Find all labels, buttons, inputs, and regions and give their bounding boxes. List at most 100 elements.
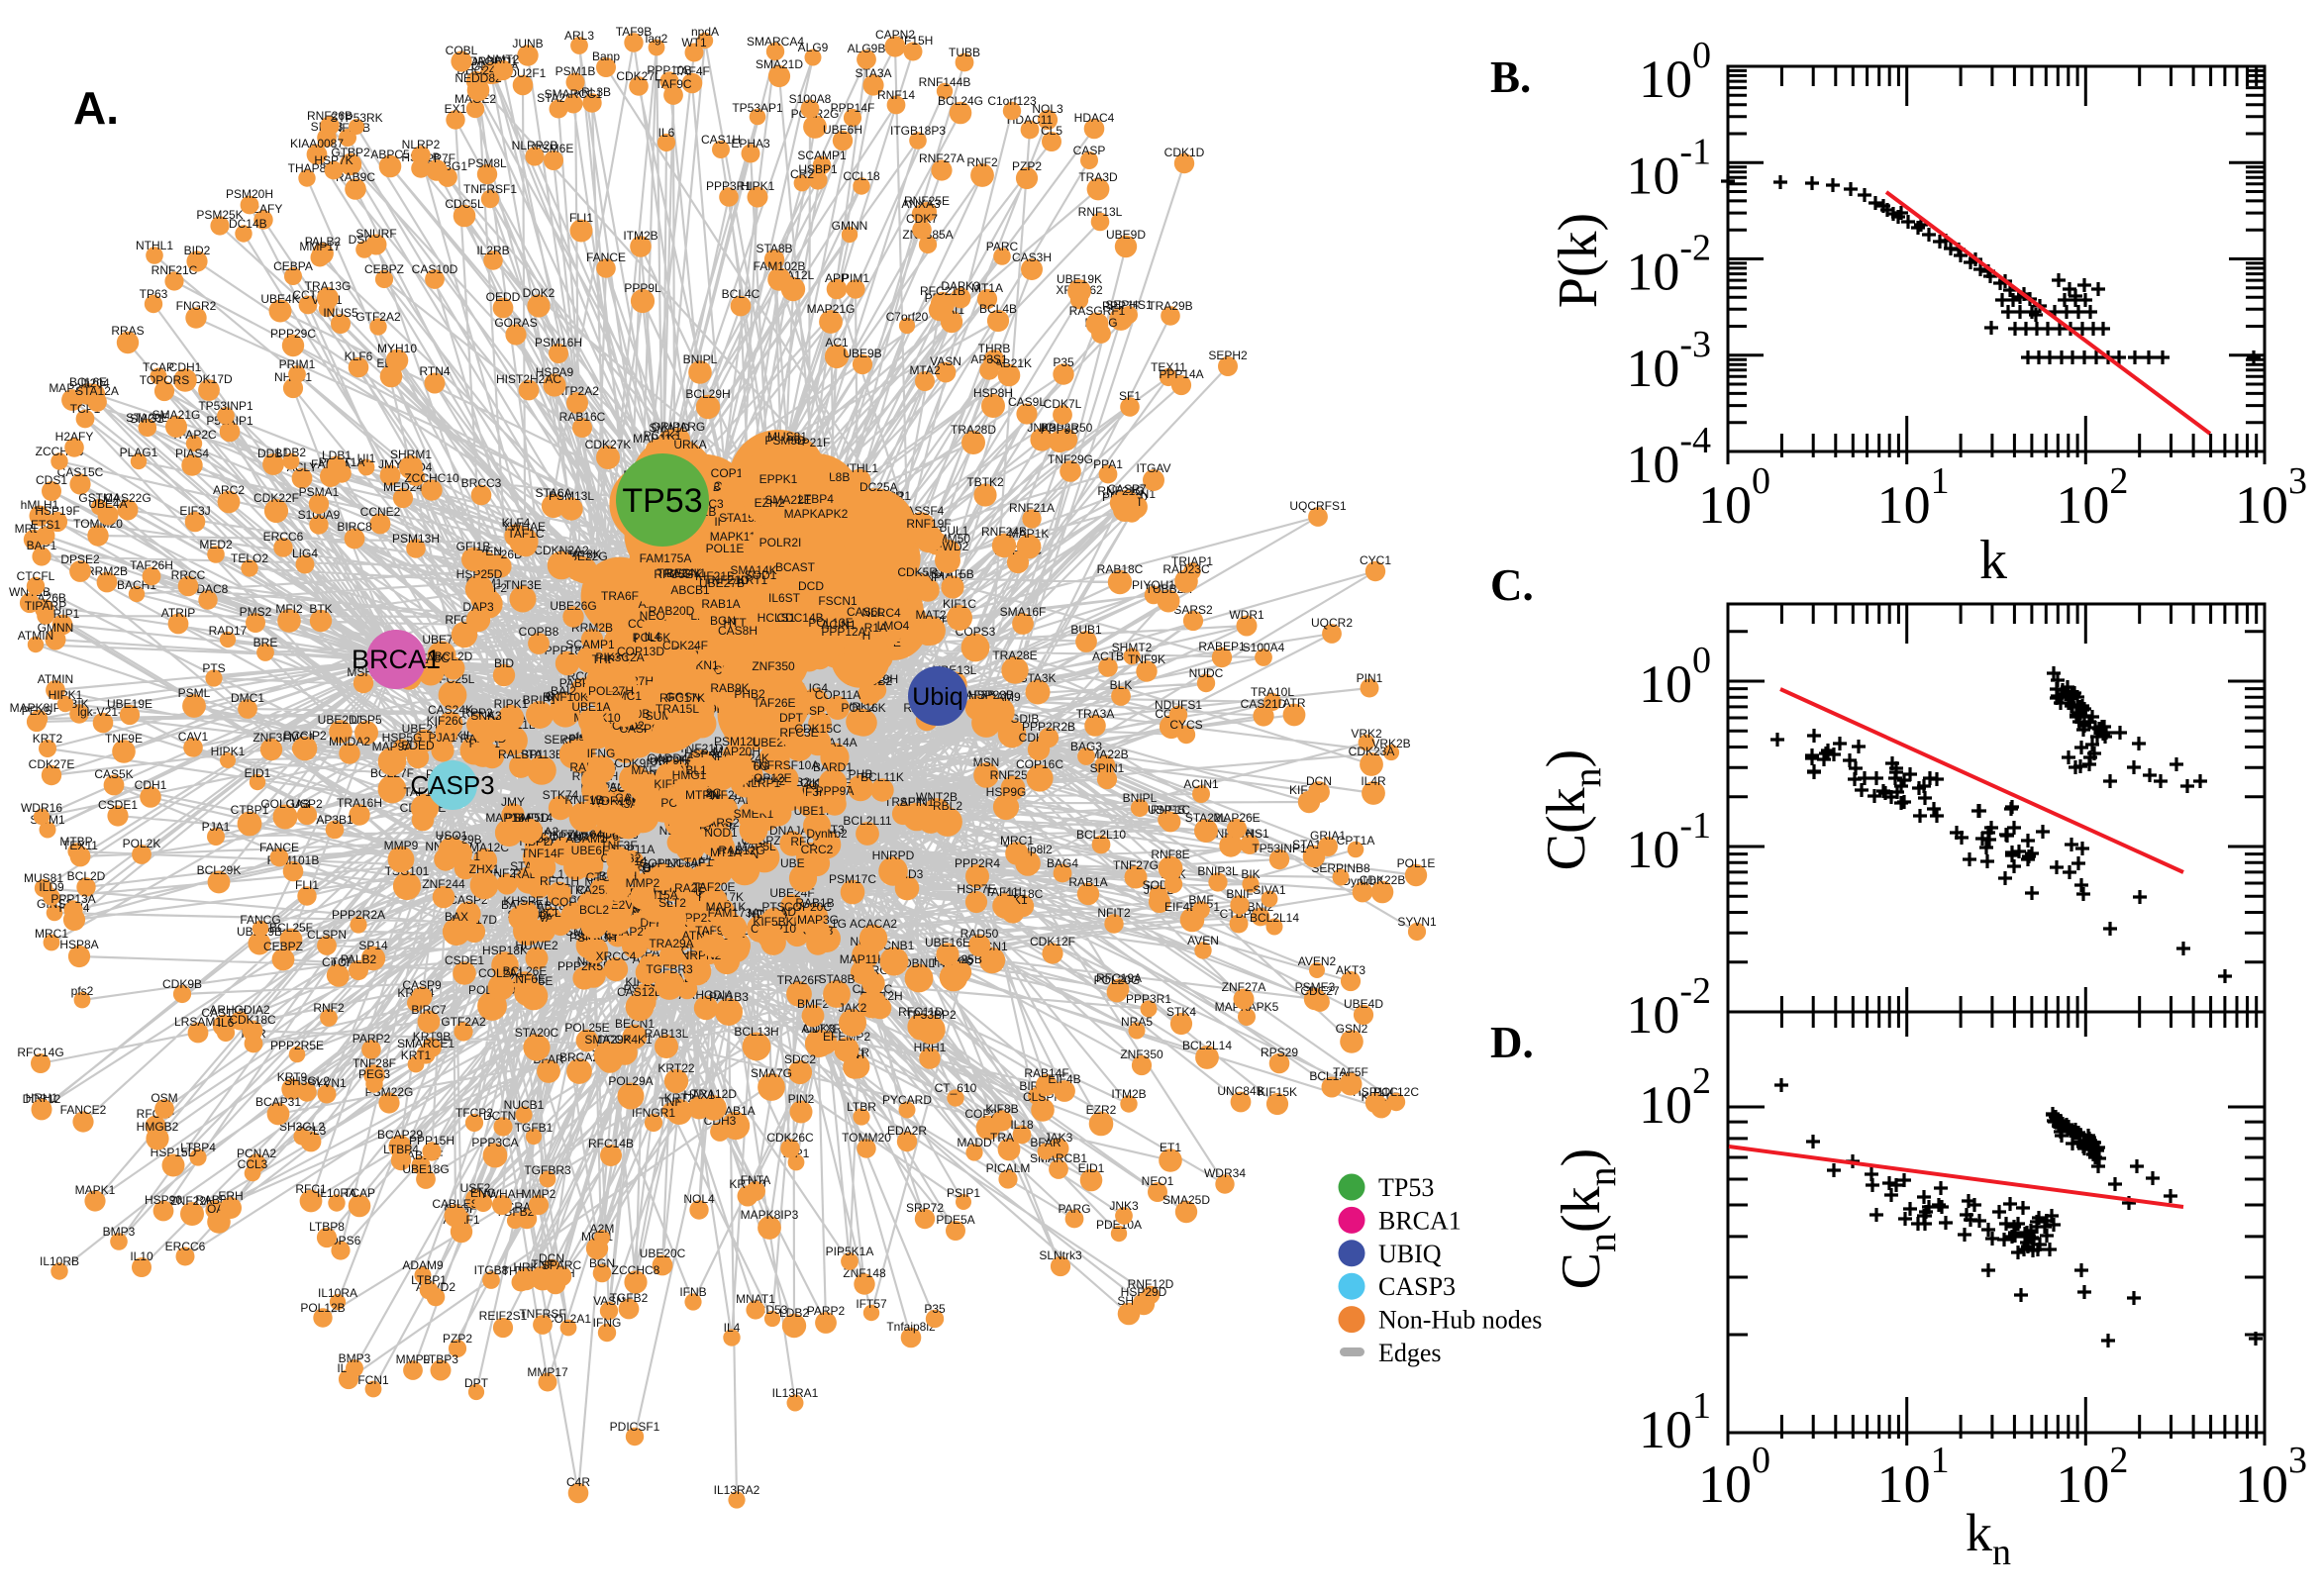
svg-text:TNF3E: TNF3E bbox=[504, 578, 542, 592]
svg-text:TOMM20: TOMM20 bbox=[842, 1131, 891, 1145]
svg-text:IFNB: IFNB bbox=[679, 1285, 706, 1299]
svg-text:RNF2: RNF2 bbox=[313, 1001, 345, 1015]
svg-text:BCL4C: BCL4C bbox=[722, 287, 760, 301]
svg-text:BIK: BIK bbox=[1241, 867, 1260, 881]
svg-text:CAS8H: CAS8H bbox=[718, 624, 758, 638]
svg-text:TP63: TP63 bbox=[140, 287, 168, 301]
svg-text:ATP2A2: ATP2A2 bbox=[556, 384, 599, 398]
svg-text:COPB8: COPB8 bbox=[519, 625, 559, 639]
svg-text:CDK24F: CDK24F bbox=[662, 639, 708, 652]
svg-text:ARL3B: ARL3B bbox=[573, 85, 611, 99]
svg-text:BLK: BLK bbox=[1110, 678, 1133, 692]
svg-text:CSDE1: CSDE1 bbox=[445, 953, 484, 967]
svg-text:USF2: USF2 bbox=[460, 1181, 491, 1195]
svg-text:P35: P35 bbox=[924, 1302, 946, 1316]
svg-text:CPT1A: CPT1A bbox=[1337, 834, 1375, 848]
svg-text:CDS1: CDS1 bbox=[36, 473, 67, 487]
svg-text:NLRP1: NLRP1 bbox=[743, 776, 781, 790]
svg-text:PPP9L: PPP9L bbox=[624, 281, 661, 295]
svg-text:PCTK1: PCTK1 bbox=[644, 429, 682, 443]
svg-text:AP3B1: AP3B1 bbox=[316, 813, 354, 827]
svg-text:LTBP4: LTBP4 bbox=[180, 1141, 216, 1154]
svg-text:RFC19A: RFC19A bbox=[1096, 971, 1142, 985]
svg-text:IL4: IL4 bbox=[724, 1321, 741, 1335]
svg-text:AKT3: AKT3 bbox=[1336, 963, 1365, 977]
svg-text:BRIP1: BRIP1 bbox=[523, 693, 557, 707]
svg-text:CAS12B: CAS12B bbox=[617, 985, 662, 999]
svg-text:BNIP3L: BNIP3L bbox=[1197, 864, 1239, 878]
svg-text:RPP2: RPP2 bbox=[461, 706, 493, 720]
svg-text:RNF27A: RNF27A bbox=[919, 151, 964, 165]
svg-text:HDAC4: HDAC4 bbox=[1074, 111, 1115, 125]
svg-text:SRP72: SRP72 bbox=[906, 1201, 944, 1215]
svg-text:TRA10L: TRA10L bbox=[1251, 685, 1294, 699]
svg-text:FANCE: FANCE bbox=[259, 841, 299, 854]
svg-text:ZCCHC8: ZCCHC8 bbox=[612, 1263, 660, 1277]
svg-text:USP15: USP15 bbox=[1148, 803, 1185, 817]
svg-text:P35: P35 bbox=[1053, 355, 1074, 369]
svg-text:ATR: ATR bbox=[1282, 696, 1305, 710]
svg-text:PPP10B: PPP10B bbox=[647, 63, 691, 77]
svg-text:BCL2D: BCL2D bbox=[435, 649, 473, 663]
svg-text:IL10RA: IL10RA bbox=[318, 1286, 357, 1300]
svg-text:JUNB: JUNB bbox=[512, 37, 543, 50]
svg-text:UBE4K: UBE4K bbox=[260, 292, 299, 306]
svg-text:PARC: PARC bbox=[986, 240, 1019, 253]
svg-text:TRA3D: TRA3D bbox=[1078, 170, 1118, 184]
svg-text:PDE5A: PDE5A bbox=[936, 1213, 974, 1227]
svg-text:HSP7K: HSP7K bbox=[314, 153, 353, 167]
svg-text:ABPC5: ABPC5 bbox=[370, 148, 410, 161]
svg-text:BRCA1: BRCA1 bbox=[1378, 1206, 1462, 1235]
svg-text:STK74: STK74 bbox=[543, 788, 579, 802]
svg-text:BNIPL: BNIPL bbox=[1123, 791, 1158, 805]
svg-text:BAI2: BAI2 bbox=[551, 684, 576, 698]
svg-text:EDA2R: EDA2R bbox=[887, 1124, 927, 1138]
svg-text:TAF4F: TAF4F bbox=[674, 64, 710, 78]
svg-text:COP16C: COP16C bbox=[1016, 757, 1063, 771]
svg-text:TRA6F: TRA6F bbox=[601, 589, 639, 603]
svg-text:PPP3R1: PPP3R1 bbox=[1126, 992, 1171, 1006]
svg-text:CDC27: CDC27 bbox=[1300, 984, 1340, 998]
svg-text:ZNF6E: ZNF6E bbox=[508, 972, 546, 986]
svg-text:RNF12D: RNF12D bbox=[1128, 1277, 1174, 1291]
svg-text:CCL18: CCL18 bbox=[843, 169, 880, 183]
svg-text:SMA7G: SMA7G bbox=[751, 1066, 792, 1080]
svg-text:POL1E: POL1E bbox=[706, 542, 745, 555]
svg-text:BIRC7: BIRC7 bbox=[411, 1003, 447, 1017]
svg-text:BMP3: BMP3 bbox=[339, 1351, 371, 1365]
svg-text:LTBP4: LTBP4 bbox=[798, 492, 834, 506]
svg-text:BRCC3: BRCC3 bbox=[461, 476, 502, 490]
svg-text:AC1: AC1 bbox=[825, 336, 849, 349]
svg-text:CDC14B: CDC14B bbox=[776, 611, 823, 625]
svg-text:ENG: ENG bbox=[470, 1186, 496, 1200]
svg-text:UQCRFS1: UQCRFS1 bbox=[1289, 499, 1347, 513]
svg-text:INUS5: INUS5 bbox=[323, 306, 358, 320]
svg-text:DPT: DPT bbox=[464, 1376, 489, 1390]
svg-text:KIF26C: KIF26C bbox=[427, 714, 467, 728]
svg-text:RAB1B: RAB1B bbox=[795, 896, 834, 910]
svg-text:ARHGDIA2: ARHGDIA2 bbox=[209, 1003, 270, 1017]
svg-text:BCCIP2: BCCIP2 bbox=[283, 729, 327, 743]
svg-text:BNIPL: BNIPL bbox=[683, 352, 718, 366]
svg-text:TP53AP1: TP53AP1 bbox=[732, 101, 783, 115]
svg-text:PICALM: PICALM bbox=[986, 1161, 1031, 1175]
svg-text:C(kn): C(kn) bbox=[1536, 749, 1609, 871]
svg-text:NLRP2: NLRP2 bbox=[402, 138, 441, 151]
svg-text:POL1E: POL1E bbox=[1397, 856, 1436, 870]
svg-text:pfs2: pfs2 bbox=[71, 984, 94, 998]
svg-text:ACIN1: ACIN1 bbox=[1183, 777, 1219, 791]
svg-text:BARD1: BARD1 bbox=[813, 760, 853, 774]
svg-text:ITGAV: ITGAV bbox=[1136, 461, 1170, 475]
svg-text:SH3GL2: SH3GL2 bbox=[279, 1120, 325, 1134]
svg-text:TELO2: TELO2 bbox=[231, 551, 268, 565]
svg-text:POL29A: POL29A bbox=[608, 1074, 653, 1088]
svg-text:EPHA3: EPHA3 bbox=[731, 137, 770, 150]
svg-text:SHMT2: SHMT2 bbox=[1112, 641, 1153, 654]
svg-text:SCAMP1: SCAMP1 bbox=[797, 149, 847, 162]
svg-text:ADAM9: ADAM9 bbox=[402, 1258, 444, 1272]
svg-text:DPSE2: DPSE2 bbox=[60, 552, 100, 566]
svg-text:PEX5: PEX5 bbox=[22, 704, 52, 718]
svg-text:POLR2I: POLR2I bbox=[759, 536, 802, 549]
svg-text:PPP9B: PPP9B bbox=[1041, 423, 1079, 437]
svg-text:TRA25F: TRA25F bbox=[568, 883, 613, 897]
